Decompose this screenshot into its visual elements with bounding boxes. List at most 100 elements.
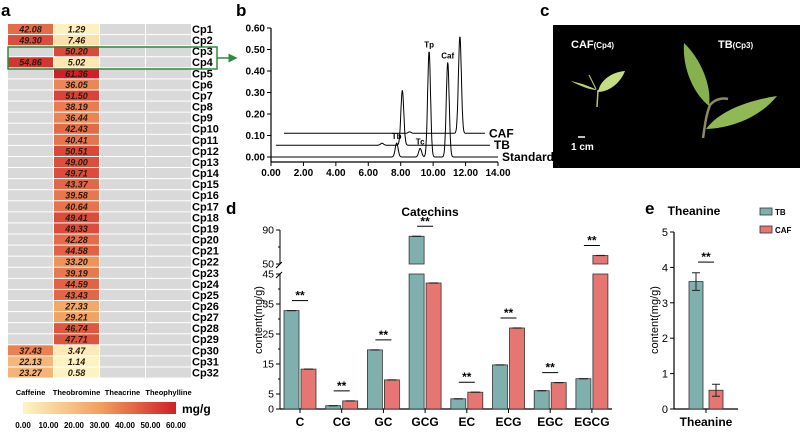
heatmap-cell <box>100 334 145 345</box>
heatmap-cell-value: 39.58 <box>65 191 88 201</box>
heatmap-cell <box>146 301 191 312</box>
x-tick-label: 12.00 <box>453 168 478 179</box>
heatmap-cell <box>146 101 191 112</box>
heatmap-cell <box>54 201 99 212</box>
photo-label-tb: TB(Cp3) <box>718 39 753 51</box>
heatmap-cell-value: 37.43 <box>19 346 42 356</box>
heatmap-cell <box>100 356 145 367</box>
heatmap-cell <box>8 301 53 312</box>
heatmap-cell <box>8 68 53 79</box>
heatmap-cell-value: 27.33 <box>64 302 88 312</box>
heatmap-column-label: Theophylline <box>145 388 191 397</box>
chromatogram-trace-standard <box>271 51 498 158</box>
heatmap-row-label: Cp6 <box>192 79 213 91</box>
bar-tb-ec <box>450 398 467 410</box>
heatmap-cell <box>100 79 145 90</box>
heatmap-cell <box>54 101 99 112</box>
heatmap-cell <box>54 223 99 234</box>
x-tick-label: 6.00 <box>359 168 379 179</box>
heatmap-cell-value: 1.29 <box>68 25 86 35</box>
chromatogram-panel: 0.00 0.10 0.20 0.30 0.40 0.50 0.60 0.00 2.00 4.00… <box>246 24 554 180</box>
y-tick-label: 0.50 <box>246 45 266 56</box>
y-tick-label: 50 <box>262 259 274 271</box>
significance-marker: ** <box>379 328 389 342</box>
heatmap-cell <box>146 256 191 267</box>
heatmap-cell <box>100 212 145 223</box>
heatmap-cell-value: 33.20 <box>65 257 88 267</box>
heatmap-cell <box>100 134 145 145</box>
error-bar <box>692 272 700 291</box>
y-tick-label: 0.60 <box>246 24 266 35</box>
leaf-photo: CAF(Cp4) TB(Cp3) 1 cm <box>553 25 800 168</box>
heatmap-cell <box>8 168 53 179</box>
legend-swatch-tb <box>759 207 773 216</box>
heatmap-cell-value: 40.41 <box>64 135 88 145</box>
heatmap-row-label: Cp17 <box>192 201 219 213</box>
x-tick-label: C <box>296 415 305 429</box>
x-tick-label: 2.00 <box>294 168 314 179</box>
heatmap-column-label: Theacrine <box>105 388 140 397</box>
heatmap-cell-value: 49.33 <box>64 224 88 234</box>
heatmap-cell <box>100 301 145 312</box>
y-tick-label: 25 <box>262 329 274 341</box>
heatmap-cell <box>54 312 99 323</box>
heatmap-cell <box>8 145 53 156</box>
trace-label: TB <box>494 138 510 152</box>
heatmap-cell-value: 47.71 <box>64 335 88 345</box>
heatmap-cell <box>146 245 191 256</box>
panel-label-e: e <box>645 199 654 218</box>
heatmap-cell <box>54 256 99 267</box>
chromatogram-trace-tb <box>275 90 490 146</box>
y-tick-label: 0.00 <box>246 153 266 164</box>
trace-label: CAF <box>489 126 514 140</box>
y-tick-label: 1 <box>662 369 668 381</box>
significance-marker: ** <box>337 379 347 393</box>
heatmap-cell <box>100 223 145 234</box>
heatmap-cell <box>146 323 191 334</box>
theanine-bar-chart: Theaninecontent(mg/g)012345Theanine**TBC… <box>649 204 792 429</box>
heatmap-cell-value: 50.51 <box>65 146 88 156</box>
heatmap-cell <box>8 278 53 289</box>
heatmap-row-label: Cp14 <box>192 168 220 180</box>
heatmap-cell-value: 49.41 <box>64 213 88 223</box>
heatmap-cell <box>146 90 191 101</box>
chart-title: Catechins <box>401 205 459 219</box>
heatmap-cell <box>8 101 53 112</box>
colorbar-tick-label: 20.00 <box>64 421 85 430</box>
heatmap-row-label: Cp13 <box>192 157 219 169</box>
heatmap-row-label: Cp12 <box>192 146 219 158</box>
bar-caf-cg <box>342 400 359 410</box>
heatmap-cell <box>8 234 53 245</box>
heatmap-row-label: Cp8 <box>192 102 213 114</box>
x-tick-label: 10.00 <box>421 168 446 179</box>
heatmap-cell <box>8 134 53 145</box>
heatmap-row-label: Cp27 <box>192 312 219 324</box>
heatmap-cell-value: 23.27 <box>18 368 43 378</box>
axis-break-mark <box>275 261 283 279</box>
y-tick-label: 0 <box>268 404 274 416</box>
heatmap-cell-value: 49.71 <box>64 169 88 179</box>
heatmap-cell <box>8 24 53 35</box>
heatmap-row-label: Cp28 <box>192 323 219 335</box>
heatmap-cell-value: 38.19 <box>65 102 88 112</box>
y-tick-label: 35 <box>262 299 274 311</box>
heatmap-cell <box>146 190 191 201</box>
colorbar-tick-label: 0.00 <box>15 421 31 430</box>
heatmap-cell-value: 42.43 <box>64 124 88 134</box>
heatmap-row-label: Cp18 <box>192 212 219 224</box>
heatmap-cell <box>100 345 145 356</box>
bar-caf-egc <box>550 382 567 410</box>
heatmap-cell-value: 22.13 <box>18 357 42 367</box>
heatmap-cell <box>54 190 99 201</box>
y-axis-title: content(mg/g) <box>649 286 661 354</box>
tb-leaf-shoot <box>683 43 777 139</box>
panel-label-c: c <box>540 1 549 20</box>
heatmap-cell <box>100 156 145 168</box>
panel-label-a: a <box>1 1 11 20</box>
heatmap-cell-value: 36.44 <box>65 113 88 123</box>
bar-caf-egcg-lower <box>592 273 609 410</box>
heatmap-cell <box>8 190 53 201</box>
bar-tb-theanine <box>688 281 704 410</box>
heatmap-column-label: Theobromine <box>53 388 101 397</box>
